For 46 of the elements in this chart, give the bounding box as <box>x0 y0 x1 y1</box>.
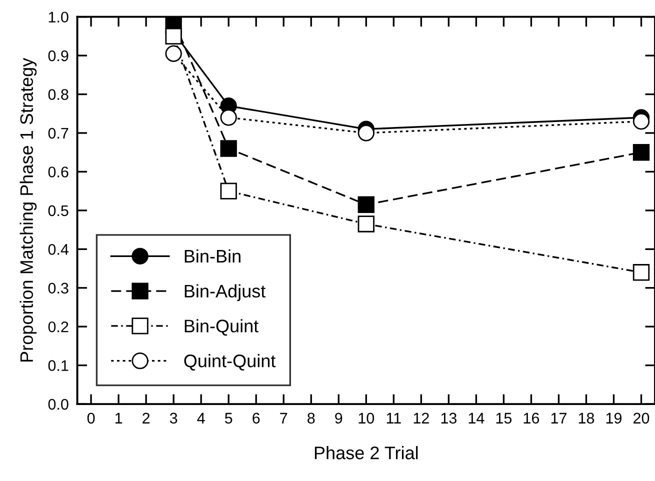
x-tick-label: 0 <box>87 412 95 424</box>
legend-label: Bin-Adjust <box>184 284 266 302</box>
point <box>632 113 650 130</box>
y-tick-label: 0.3 <box>48 282 68 294</box>
x-tick-label: 2 <box>142 412 150 424</box>
point <box>358 196 374 213</box>
x-tick-label: 9 <box>335 412 342 424</box>
x-tick-label: 14 <box>468 412 484 424</box>
x-tick-label: 16 <box>524 412 540 424</box>
legend-label: Bin-Bin <box>184 249 240 262</box>
x-tick-label: 7 <box>280 412 288 424</box>
point <box>220 140 237 157</box>
x-tick-label: 18 <box>578 412 594 424</box>
x-axis-title: Phase 2 Trial <box>314 446 418 460</box>
y-tick-label: 0.8 <box>48 89 68 100</box>
x-tick-label: 12 <box>414 412 429 424</box>
x-tick-label: 17 <box>551 412 566 424</box>
point <box>632 144 650 161</box>
y-tick-label: 1.0 <box>48 12 68 23</box>
y-tick-label: 0.6 <box>48 166 68 178</box>
y-tick-label: 0.7 <box>48 128 68 139</box>
x-tick-label: 10 <box>358 412 374 424</box>
point <box>165 28 182 45</box>
y-tick-label: 0.1 <box>48 360 68 372</box>
legend-label: Bin-Quint <box>184 319 259 336</box>
point <box>358 124 374 142</box>
x-tick-label: 3 <box>170 412 178 424</box>
x-tick-label: 6 <box>252 412 260 424</box>
y-tick-label: 0.2 <box>48 321 68 332</box>
legend-label: Quint-Quint <box>184 354 276 371</box>
y-tick-label: 0.5 <box>48 205 68 216</box>
y-tick-label: 0.0 <box>48 398 68 410</box>
x-tick-label: 4 <box>197 412 205 424</box>
x-tick-label: 13 <box>441 412 456 424</box>
x-tick-label: 15 <box>496 412 512 424</box>
y-axis-title: Proportion Matching Phase 1 Strategy <box>20 58 37 362</box>
point <box>220 182 237 200</box>
x-tick-label: 11 <box>386 412 401 424</box>
x-tick-label: 8 <box>308 412 315 424</box>
x-tick-label: 20 <box>634 412 650 424</box>
x-tick-label: 19 <box>606 412 622 424</box>
x-tick-label: 5 <box>224 412 232 424</box>
y-tick-label: 0.9 <box>48 50 68 62</box>
x-tick-label: 1 <box>115 412 122 424</box>
point <box>358 216 374 232</box>
y-tick-label: 0.4 <box>48 244 69 255</box>
